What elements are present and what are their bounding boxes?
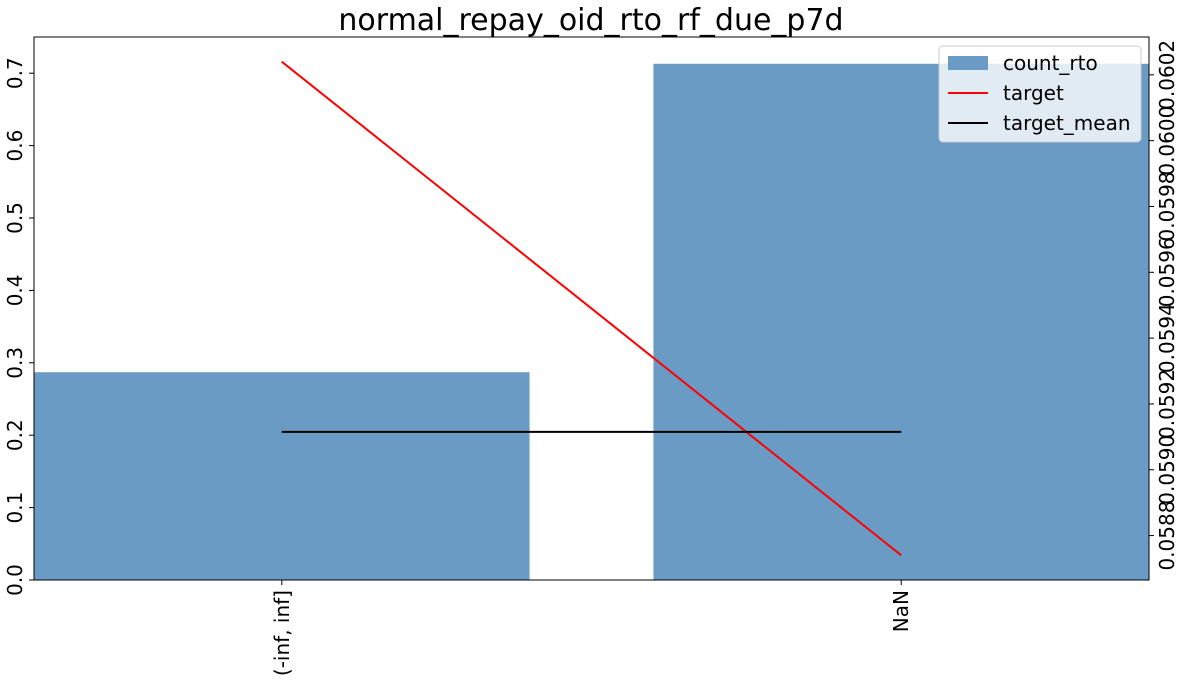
legend-label-target_mean: target_mean (1003, 111, 1131, 135)
bar-count_rto-1 (653, 63, 1149, 580)
legend-box (938, 45, 1142, 143)
legend-swatch-count_rto (948, 56, 988, 70)
legend-label-count_rto: count_rto (1003, 51, 1098, 75)
left-tick-label: 0.3 (3, 347, 27, 379)
bars-layer (34, 63, 1149, 580)
left-axis: 0.0 0.1 0.2 0.3 0.4 0.5 0.6 0.7 (3, 57, 34, 596)
right-tick-label: 0.0594 (1155, 303, 1179, 373)
chart-title: normal_repay_oid_rto_rf_due_p7d (338, 3, 843, 38)
line-target (281, 60, 902, 557)
left-tick-label: 0.7 (3, 57, 27, 89)
lines-layer (281, 60, 902, 557)
left-tick-label: 0.1 (3, 492, 27, 524)
plot-frame (33, 36, 1150, 581)
legend-label-target: target (1003, 81, 1064, 105)
right-tick-label: 0.0596 (1155, 237, 1179, 307)
left-tick-label: 0.5 (3, 202, 27, 234)
right-tick-label: 0.0590 (1155, 435, 1179, 505)
right-tick-label: 0.0592 (1155, 369, 1179, 439)
left-tick-label: 0.2 (3, 419, 27, 451)
right-tick-label: 0.0598 (1155, 171, 1179, 241)
right-tick-label: 0.0602 (1155, 40, 1179, 110)
right-tick-label: 0.0588 (1155, 501, 1179, 571)
left-tick-label: 0.6 (3, 130, 27, 162)
x-tick-label: (-inf, inf] (270, 590, 294, 676)
right-tick-label: 0.0600 (1155, 106, 1179, 176)
left-tick-label: 0.0 (3, 564, 27, 596)
bar-count_rto-0 (34, 372, 530, 580)
left-tick-label: 0.4 (3, 274, 27, 306)
x-axis: (-inf, inf] NaN (270, 580, 913, 676)
x-tick-label: NaN (889, 590, 913, 632)
right-axis: 0.05880.05900.05920.05940.05960.05980.06… (1149, 40, 1179, 571)
